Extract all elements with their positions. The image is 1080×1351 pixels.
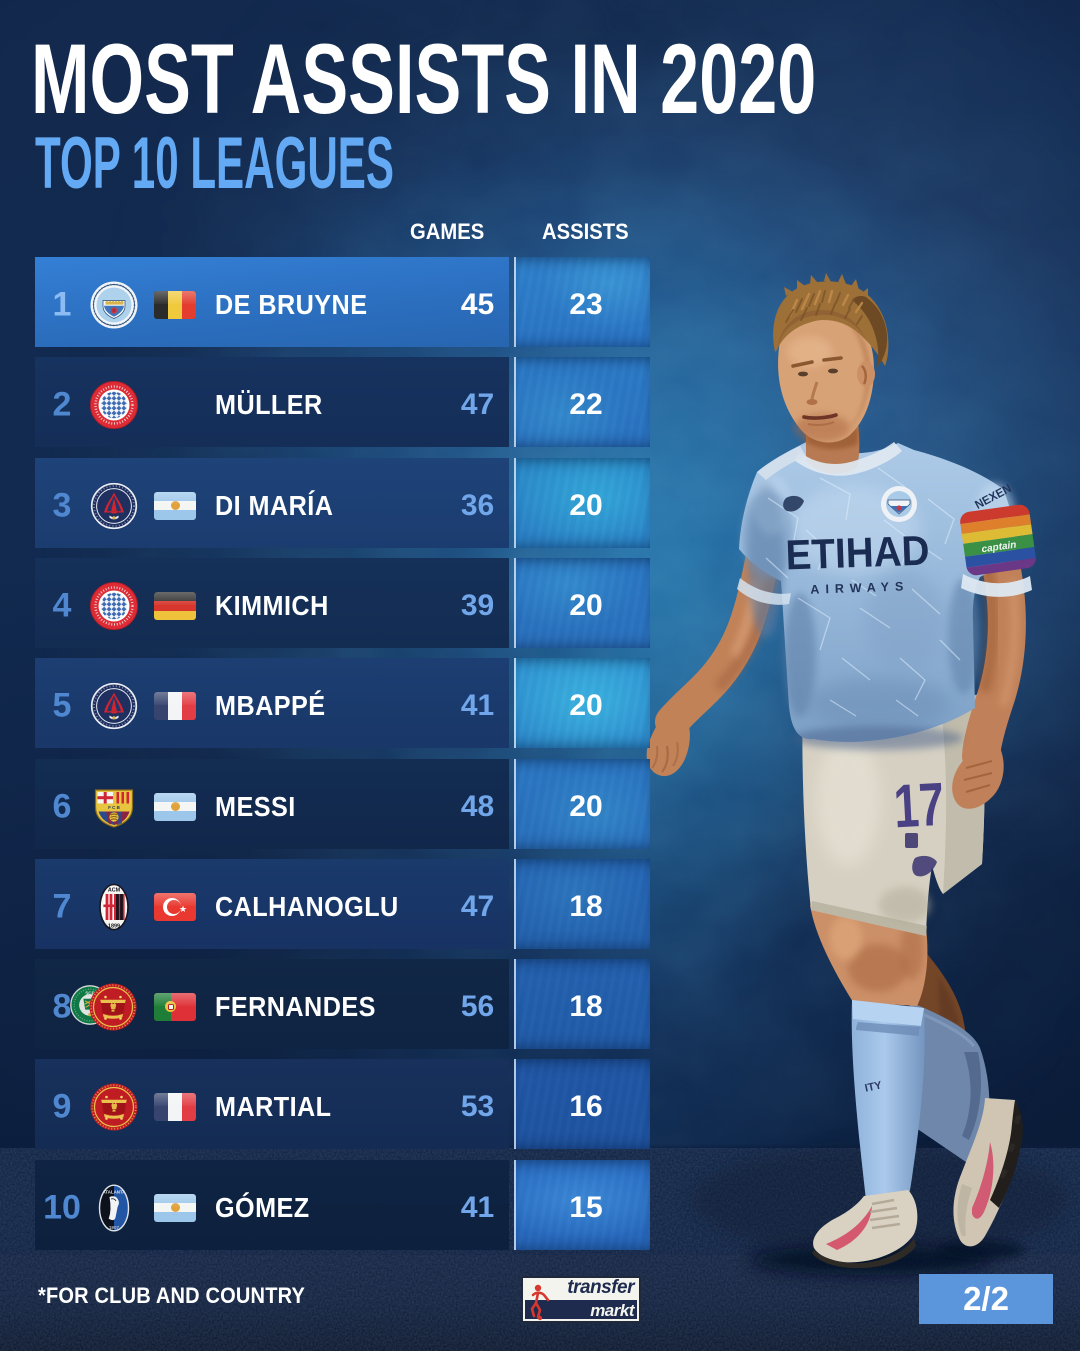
svg-text:ACM: ACM xyxy=(108,887,121,893)
svg-text:SCP: SCP xyxy=(85,991,95,996)
svg-text:1899: 1899 xyxy=(108,923,120,929)
svg-text:17: 17 xyxy=(892,770,946,841)
svg-text:F C B: F C B xyxy=(108,805,120,810)
svg-text:AIRWAYS: AIRWAYS xyxy=(810,579,909,596)
svg-text:captain: captain xyxy=(981,540,1017,556)
svg-text:ITY: ITY xyxy=(864,1079,884,1094)
svg-text:ETIHAD: ETIHAD xyxy=(785,526,930,579)
svg-text:ATALANTA: ATALANTA xyxy=(103,1189,127,1194)
svg-text:1907: 1907 xyxy=(109,1224,120,1229)
